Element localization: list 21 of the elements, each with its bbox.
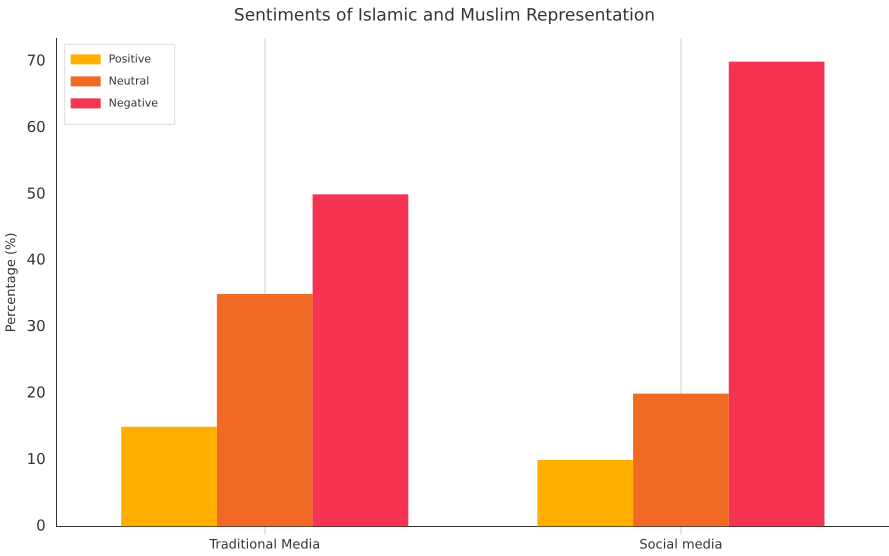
x-tick-label: Social media [639,538,723,553]
y-tick-label: 40 [26,250,46,269]
bar [537,460,634,526]
y-tick-label: 30 [26,317,46,336]
y-tick-label: 50 [26,184,46,202]
y-tick-label: 60 [26,118,46,136]
y-tick-label: 70 [26,52,46,70]
bar [728,62,824,526]
chart-title: Sentiments of Islamic and Muslim Representation [234,6,656,26]
legend-label: Negative [108,96,158,110]
bar [121,426,217,526]
bar [216,294,313,526]
legend-label: Neutral [108,74,150,88]
x-tick-label: Traditional Media [208,538,320,553]
y-tick-label: 10 [26,450,46,468]
y-axis-title: Percentage (%) [4,232,20,332]
y-tick-label: 20 [26,384,46,402]
bar [312,194,408,526]
bar [633,394,729,526]
legend-label: Positive [108,52,152,66]
y-tick-label: 0 [36,516,46,534]
